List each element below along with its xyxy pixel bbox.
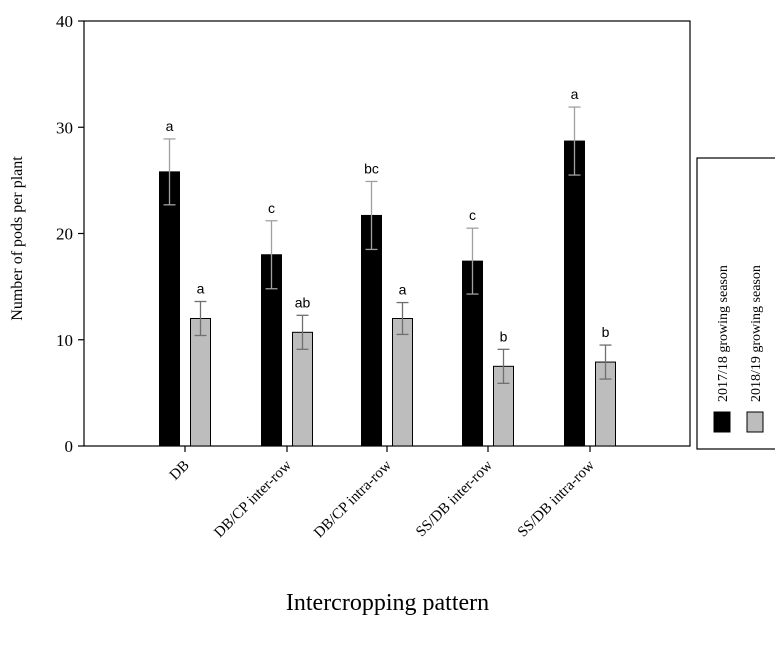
significance-letter: bc	[364, 160, 379, 176]
legend-swatch	[746, 411, 764, 433]
legend-swatch	[713, 411, 731, 433]
y-axis-title: Number of pods per plant	[9, 156, 26, 321]
bar	[159, 171, 180, 447]
y-tick-label: 40	[56, 12, 73, 31]
significance-letter: a	[197, 281, 205, 297]
significance-letter: a	[571, 86, 579, 102]
x-tick-label: DB/CP intra-row	[311, 457, 395, 541]
significance-letter: c	[268, 200, 275, 216]
significance-letter: b	[602, 324, 610, 340]
bar	[190, 318, 211, 447]
x-axis-title: Intercropping pattern	[285, 590, 490, 616]
significance-letter: c	[469, 207, 476, 223]
x-tick-label: DB/CP inter-row	[211, 457, 295, 541]
legend-label: 2017/18 growing season	[716, 265, 731, 402]
bar	[392, 318, 413, 447]
x-tick-label: SS/DB inter-row	[413, 457, 496, 540]
y-tick-label: 0	[65, 437, 74, 456]
legend-box	[696, 157, 775, 450]
significance-letter: ab	[295, 294, 311, 310]
x-tick-label: DB	[167, 458, 193, 484]
significance-letter: a	[166, 118, 174, 134]
significance-letter: b	[500, 328, 508, 344]
significance-letter: a	[399, 282, 407, 298]
y-tick-label: 10	[56, 331, 73, 350]
bar	[564, 140, 585, 447]
y-tick-label: 30	[56, 118, 73, 137]
y-tick-label: 20	[56, 225, 73, 244]
legend-label: 2018/19 growing season	[749, 265, 764, 402]
x-tick-label: SS/DB intra-row	[515, 457, 598, 540]
